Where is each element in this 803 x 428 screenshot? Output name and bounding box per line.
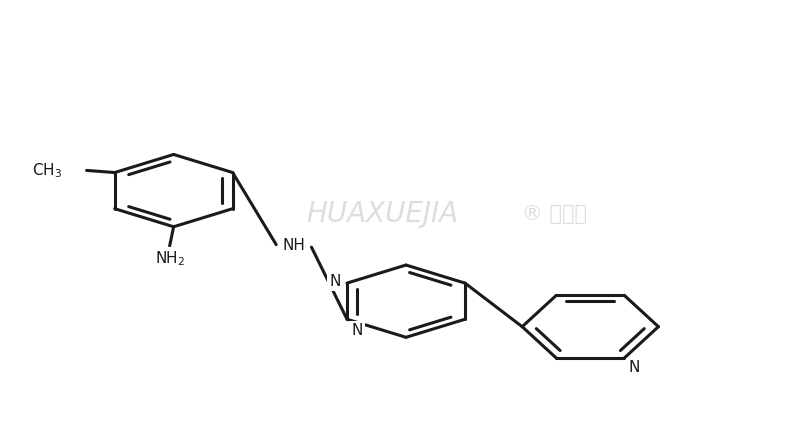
- Text: ® 化学加: ® 化学加: [521, 204, 586, 224]
- Text: NH: NH: [282, 238, 305, 253]
- Text: N: N: [628, 360, 639, 375]
- Text: HUAXUEJIA: HUAXUEJIA: [305, 200, 458, 228]
- Text: N: N: [329, 274, 340, 289]
- Text: CH$_3$: CH$_3$: [32, 161, 63, 180]
- Text: N: N: [351, 323, 362, 338]
- Text: NH$_2$: NH$_2$: [154, 249, 185, 268]
